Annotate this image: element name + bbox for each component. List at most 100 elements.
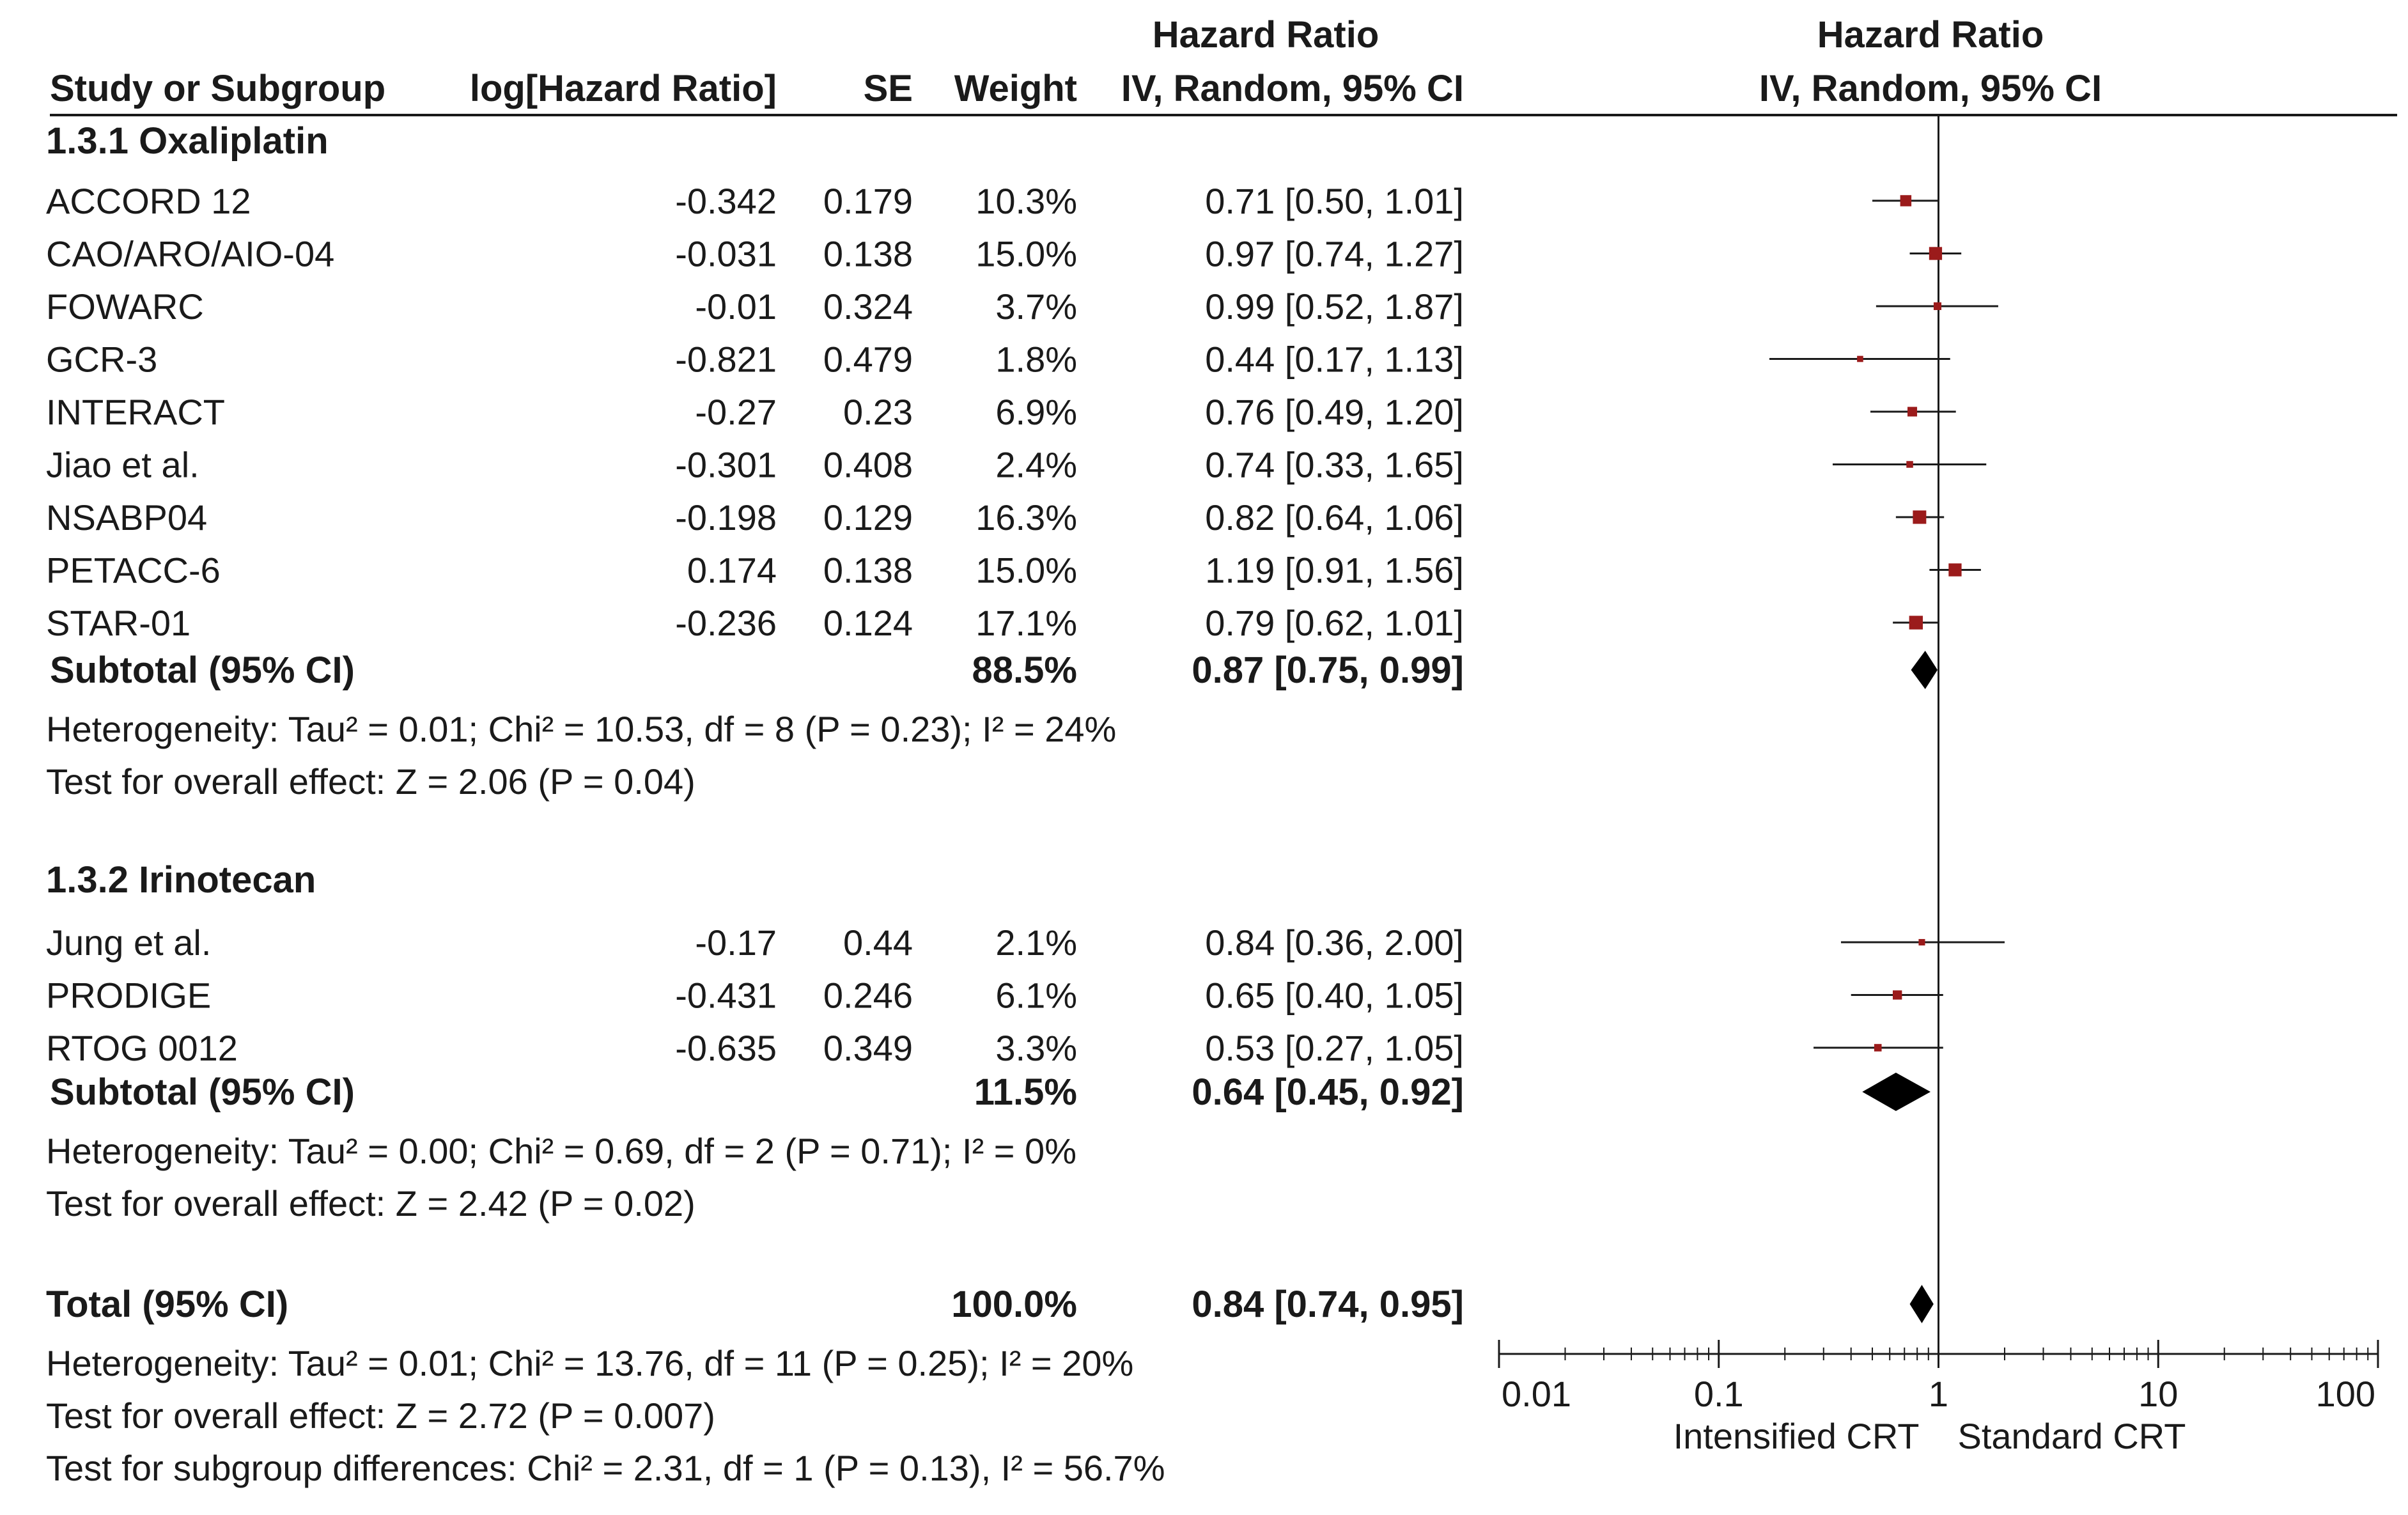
x-tick-label: 100 (2316, 1374, 2375, 1414)
study-ci: 0.53 [0.27, 1.05] (1205, 1028, 1464, 1068)
overall-effect-text: Test for overall effect: Z = 2.06 (P = 0… (46, 761, 695, 802)
study-loghr: -0.198 (675, 497, 777, 538)
study-loghr: -0.635 (675, 1028, 777, 1068)
heterogeneity-text: Heterogeneity: Tau² = 0.01; Chi² = 10.53… (46, 709, 1116, 749)
pooled-diamond (1911, 651, 1938, 689)
x-tick-label: 1 (1929, 1374, 1948, 1414)
study-se: 0.479 (823, 339, 913, 380)
study-ci: 0.84 [0.36, 2.00] (1205, 922, 1464, 963)
study-weight: 3.7% (995, 286, 1077, 327)
study-ci: 0.74 [0.33, 1.65] (1205, 445, 1464, 485)
subgroup-title: 1.3.2 Irinotecan (46, 859, 316, 901)
x-tick-label: 10 (2138, 1374, 2178, 1414)
point-estimate (1906, 461, 1913, 468)
total-ci: 0.84 [0.74, 0.95] (1192, 1284, 1464, 1325)
study-loghr: -0.301 (675, 445, 777, 485)
study-se: 0.349 (823, 1028, 913, 1068)
study-weight: 15.0% (975, 234, 1077, 274)
subtotal-ci: 0.87 [0.75, 0.99] (1192, 649, 1464, 691)
study-name: Jung et al. (46, 922, 211, 963)
heterogeneity-text: Heterogeneity: Tau² = 0.00; Chi² = 0.69,… (46, 1131, 1076, 1171)
study-name: GCR-3 (46, 339, 157, 380)
study-loghr: -0.17 (695, 922, 777, 963)
point-estimate (1929, 247, 1943, 260)
study-ci: 0.44 [0.17, 1.13] (1205, 339, 1464, 380)
study-name: ACCORD 12 (46, 181, 251, 221)
header-study: Study or Subgroup (50, 68, 385, 109)
point-estimate (1909, 616, 1923, 630)
study-ci: 0.79 [0.62, 1.01] (1205, 603, 1464, 643)
study-name: CAO/ARO/AIO-04 (46, 234, 334, 274)
header-plot-method: IV, Random, 95% CI (1759, 68, 2102, 109)
overall-effect-text: Test for overall effect: Z = 2.42 (P = 0… (46, 1183, 695, 1224)
study-ci: 0.99 [0.52, 1.87] (1205, 286, 1464, 327)
study-weight: 3.3% (995, 1028, 1077, 1068)
study-loghr: -0.01 (695, 286, 777, 327)
study-weight: 10.3% (975, 181, 1077, 221)
plot-area: 0.01 0.1 1 10 100 Intensified CRT Standard CRT (1498, 115, 2379, 1456)
study-ci: 0.82 [0.64, 1.06] (1205, 497, 1464, 538)
subtotal-label: Subtotal (95% CI) (50, 649, 355, 691)
total-overall-effect-text: Test for overall effect: Z = 2.72 (P = 0… (46, 1395, 715, 1436)
study-weight: 6.9% (995, 392, 1077, 432)
study-ci: 0.71 [0.50, 1.01] (1205, 181, 1464, 221)
study-loghr: -0.27 (695, 392, 777, 432)
subgroup-title: 1.3.1 Oxaliplatin (46, 120, 329, 162)
study-ci: 0.65 [0.40, 1.05] (1205, 975, 1464, 1016)
study-name: RTOG 0012 (46, 1028, 238, 1068)
x-tick-label: 0.1 (1694, 1374, 1744, 1414)
study-se: 0.324 (823, 286, 913, 327)
study-loghr: 0.174 (687, 550, 777, 591)
study-name: STAR-01 (46, 603, 190, 643)
header-loghr: log[Hazard Ratio] (470, 68, 777, 109)
study-se: 0.124 (823, 603, 913, 643)
subtotal-weight: 88.5% (972, 649, 1077, 691)
point-estimate (1874, 1044, 1882, 1052)
study-name: PRODIGE (46, 975, 211, 1016)
subgroup-1-rows: ACCORD 12 -0.342 0.179 10.3% 0.71 [0.50, 1.0… (46, 181, 1464, 643)
subtotal-ci: 0.64 [0.45, 0.92] (1192, 1071, 1464, 1113)
study-name: FOWARC (46, 286, 204, 327)
study-name: PETACC-6 (46, 550, 221, 591)
study-loghr: -0.342 (675, 181, 777, 221)
subtotal-weight: 11.5% (974, 1071, 1077, 1113)
header-hr-title: Hazard Ratio (1153, 14, 1379, 56)
study-se: 0.129 (823, 497, 913, 538)
point-estimate (1918, 938, 1925, 946)
study-se: 0.138 (823, 550, 913, 591)
pooled-diamond (1862, 1073, 1931, 1111)
total-label: Total (95% CI) (46, 1284, 288, 1325)
study-weight: 16.3% (975, 497, 1077, 538)
study-ci: 0.97 [0.74, 1.27] (1205, 234, 1464, 274)
point-estimate (1857, 355, 1863, 362)
pooled-diamond (1909, 1285, 1934, 1323)
point-estimate (1900, 195, 1912, 206)
study-loghr: -0.031 (675, 234, 777, 274)
study-loghr: -0.821 (675, 339, 777, 380)
study-ci: 0.76 [0.49, 1.20] (1205, 392, 1464, 432)
subgroup-differences-text: Test for subgroup differences: Chi² = 2.… (46, 1448, 1165, 1488)
study-se: 0.138 (823, 234, 913, 274)
point-estimate (1913, 510, 1927, 524)
point-estimate (1893, 990, 1902, 1000)
study-se: 0.23 (843, 392, 913, 432)
study-ci: 1.19 [0.91, 1.56] (1205, 550, 1464, 591)
study-weight: 15.0% (975, 550, 1077, 591)
study-se: 0.246 (823, 975, 913, 1016)
study-se: 0.44 (843, 922, 913, 963)
study-name: NSABP04 (46, 497, 207, 538)
study-weight: 2.4% (995, 445, 1077, 485)
header-weight: Weight (954, 68, 1077, 109)
study-weight: 1.8% (995, 339, 1077, 380)
study-weight: 2.1% (995, 922, 1077, 963)
study-name: INTERACT (46, 392, 225, 432)
point-estimate (1948, 563, 1962, 577)
header-hr-method: IV, Random, 95% CI (1121, 68, 1464, 109)
header-plot-title: Hazard Ratio (1817, 14, 2044, 56)
favours-right-label: Standard CRT (1958, 1416, 2186, 1456)
total-heterogeneity-text: Heterogeneity: Tau² = 0.01; Chi² = 13.76… (46, 1343, 1133, 1383)
study-se: 0.179 (823, 181, 913, 221)
study-loghr: -0.431 (675, 975, 777, 1016)
study-name: Jiao et al. (46, 445, 199, 485)
